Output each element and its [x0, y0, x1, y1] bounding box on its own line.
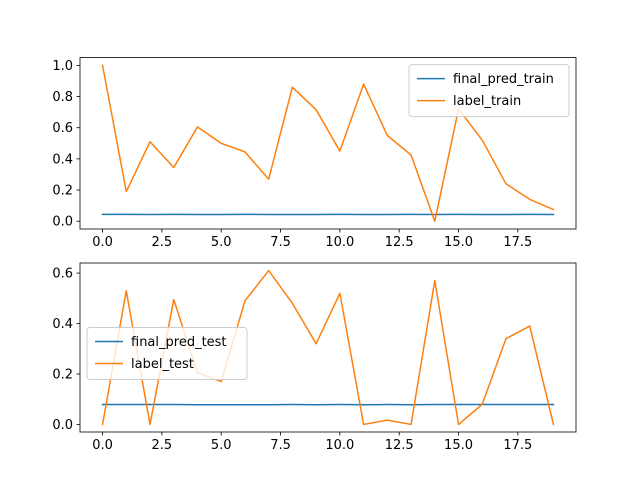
test-legend: final_pred_test label_test — [87, 328, 247, 380]
test-x-tick-label: 5.0 — [211, 438, 232, 453]
train-x-tick-label: 0.0 — [92, 235, 113, 250]
train-legend-label-1: label_train — [453, 94, 521, 109]
train-x-tick-label: 7.5 — [270, 235, 291, 250]
train-x-tick-label: 12.5 — [385, 235, 414, 250]
test-x-tick-label: 17.5 — [503, 438, 532, 453]
train-y-tick-label: 1.0 — [52, 59, 73, 74]
test-x-tick-label: 2.5 — [152, 438, 173, 453]
test-y-tick-label: 0.6 — [52, 267, 73, 282]
train-y-tick-label: 0.4 — [52, 152, 73, 167]
train-y-tick-label: 0.0 — [52, 215, 73, 230]
test-x-tick-label: 7.5 — [270, 438, 291, 453]
test-y-tick-label: 0.4 — [52, 317, 73, 332]
train-y-tick-label: 0.8 — [52, 90, 73, 105]
train-x-tick-label: 5.0 — [211, 235, 232, 250]
test-legend-label-0: final_pred_test — [131, 335, 227, 350]
train-x-tick-label: 17.5 — [503, 235, 532, 250]
test-y-tick-label: 0.0 — [52, 418, 73, 433]
train-x-tick-label: 10.0 — [325, 235, 354, 250]
train-x-tick-label: 15.0 — [444, 235, 473, 250]
test-x-tick-label: 12.5 — [385, 438, 414, 453]
test-x-tick-label: 0.0 — [92, 438, 113, 453]
train-y-tick-label: 0.6 — [52, 121, 73, 136]
test-x-tick-label: 15.0 — [444, 438, 473, 453]
test-x-tick-label: 10.0 — [325, 438, 354, 453]
train-legend: final_pred_train label_train — [409, 65, 569, 117]
test-y-tick-label: 0.2 — [52, 367, 73, 382]
train-x-tick-label: 2.5 — [152, 235, 173, 250]
train-y-tick-label: 0.2 — [52, 184, 73, 199]
test-legend-label-1: label_test — [131, 357, 194, 372]
train-legend-label-0: final_pred_train — [453, 72, 554, 87]
